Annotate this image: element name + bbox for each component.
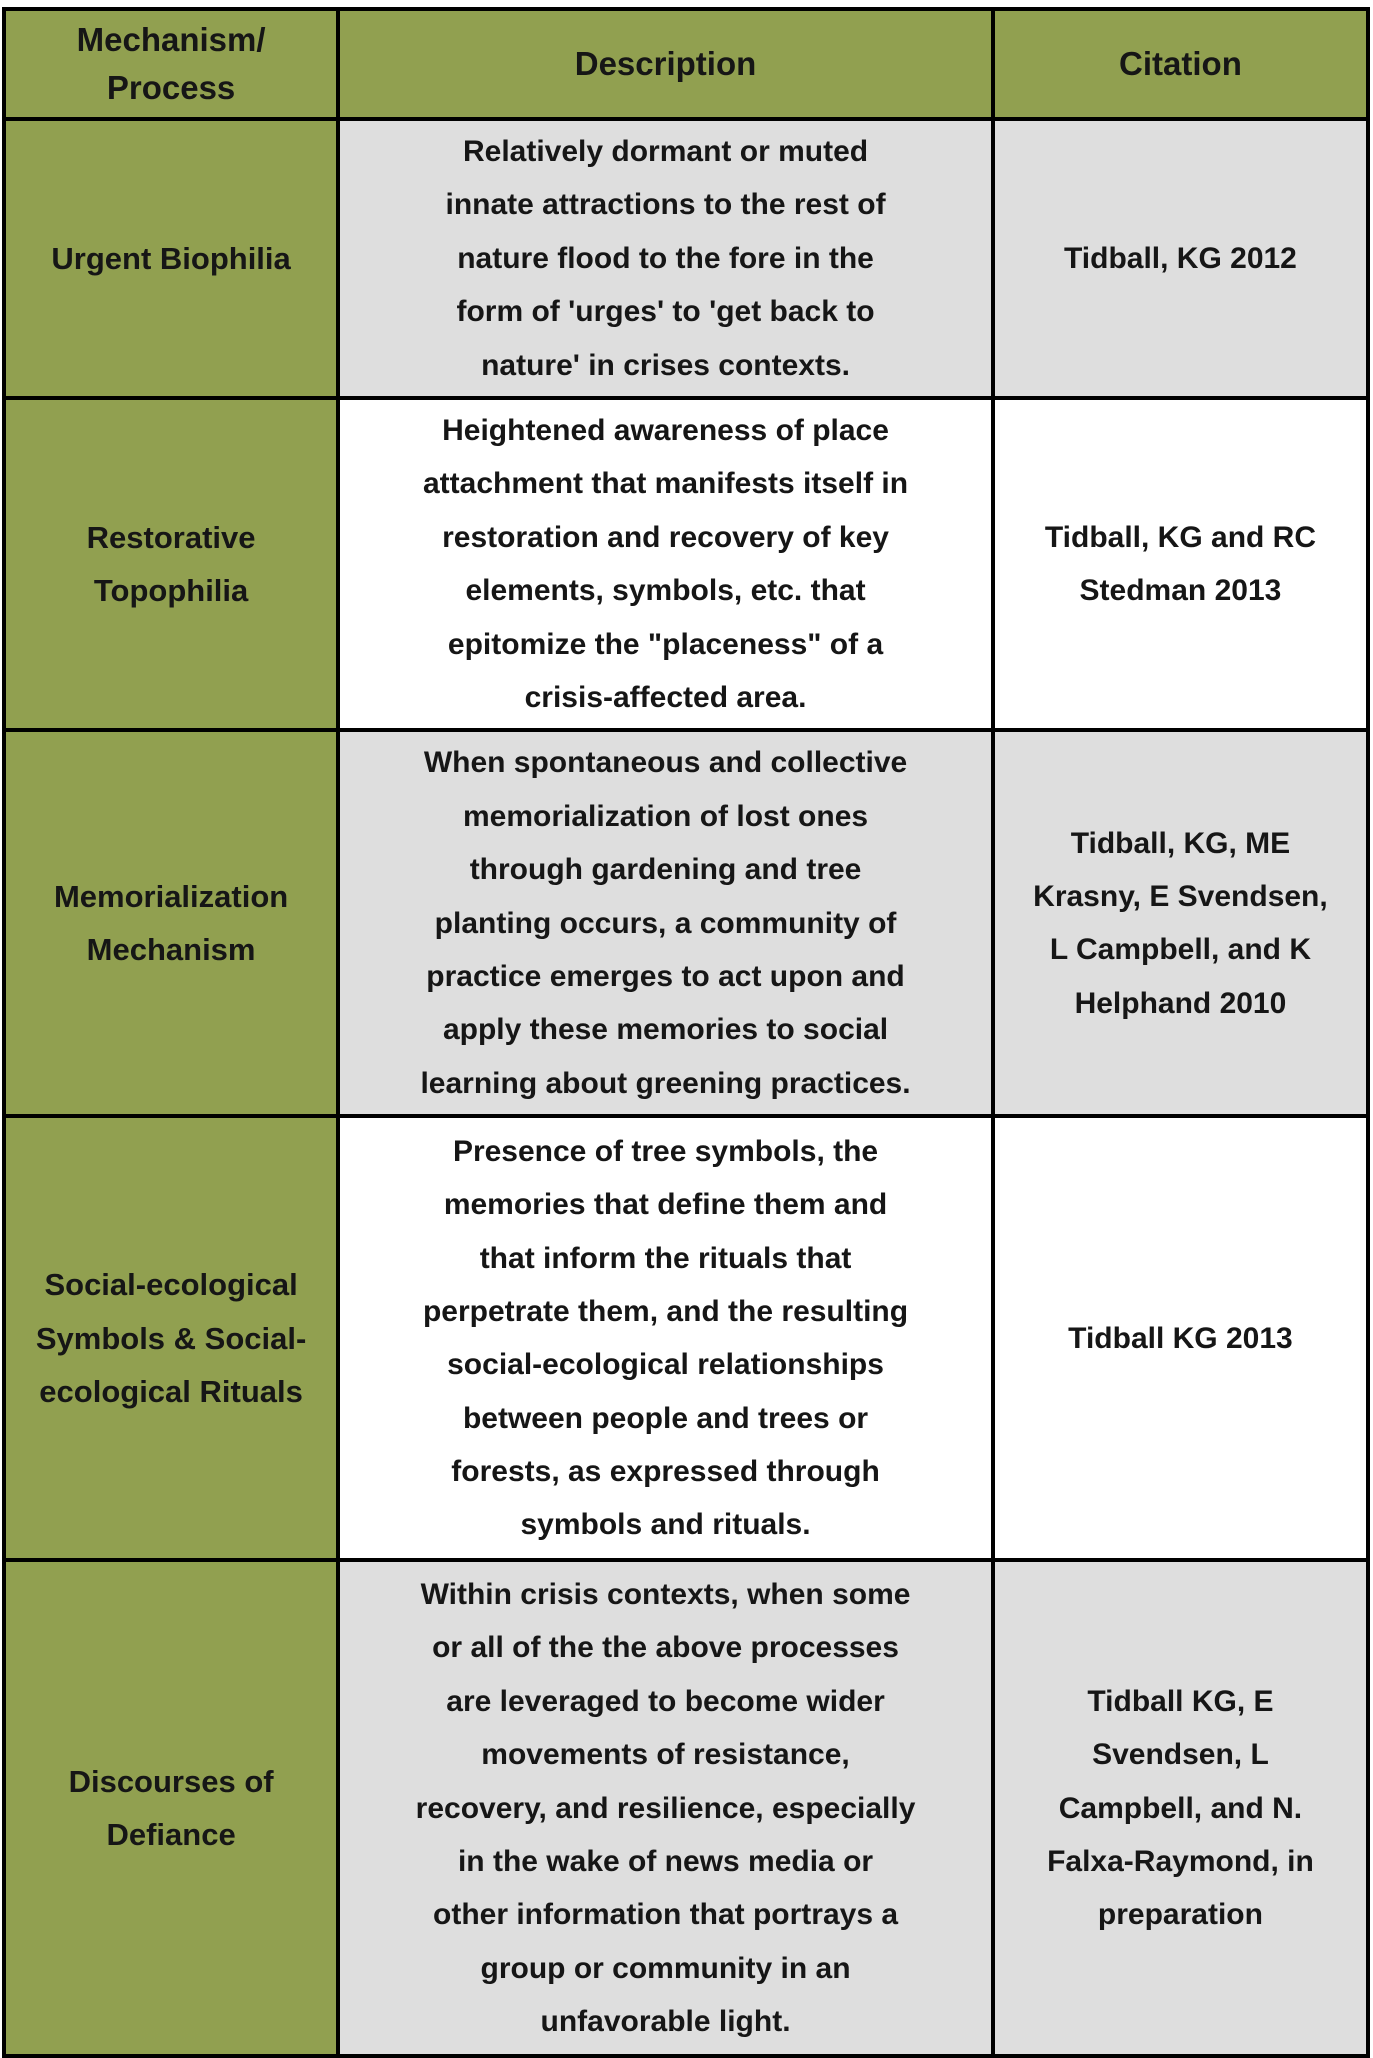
table-row-social-ecological-symbols-rituals: Social-ecological Symbols & Social- ecol…	[1, 1114, 1371, 1563]
citation-cell: Tidball, KG and RC Stedman 2013	[990, 395, 1371, 733]
citation-cell: Tidball, KG 2012	[990, 117, 1371, 400]
description-cell: Within crisis contexts, when some or all…	[336, 1558, 995, 2058]
citation-cell: Tidball, KG, ME Krasny, E Svendsen, L Ca…	[990, 728, 1371, 1119]
mechanism-cell: Social-ecological Symbols & Social- ecol…	[1, 1114, 341, 1563]
citation-cell: Tidball KG 2013	[990, 1114, 1371, 1563]
description-cell: Relatively dormant or muted innate attra…	[336, 117, 995, 400]
mechanisms-table: Mechanism/ Process Description Citation …	[1, 7, 1371, 2058]
header-mechanism-process: Mechanism/ Process	[1, 7, 341, 121]
table-row-discourses-of-defiance: Discourses of Defiance Within crisis con…	[1, 1558, 1371, 2058]
header-row: Mechanism/ Process Description Citation	[1, 7, 1371, 121]
mechanism-cell: Restorative Topophilia	[1, 395, 341, 733]
mechanism-cell: Discourses of Defiance	[1, 1558, 341, 2058]
description-cell: When spontaneous and collective memorial…	[336, 728, 995, 1119]
header-citation: Citation	[990, 7, 1371, 121]
table-row-memorialization-mechanism: Memorialization Mechanism When spontaneo…	[1, 728, 1371, 1119]
mechanism-cell: Urgent Biophilia	[1, 117, 341, 400]
citation-cell: Tidball KG, E Svendsen, L Campbell, and …	[990, 1558, 1371, 2058]
description-cell: Heightened awareness of place attachment…	[336, 395, 995, 733]
table-row-urgent-biophilia: Urgent Biophilia Relatively dormant or m…	[1, 117, 1371, 400]
table-row-restorative-topophilia: Restorative Topophilia Heightened awaren…	[1, 395, 1371, 733]
header-description: Description	[336, 7, 995, 121]
mechanism-cell: Memorialization Mechanism	[1, 728, 341, 1119]
description-cell: Presence of tree symbols, the memories t…	[336, 1114, 995, 1563]
